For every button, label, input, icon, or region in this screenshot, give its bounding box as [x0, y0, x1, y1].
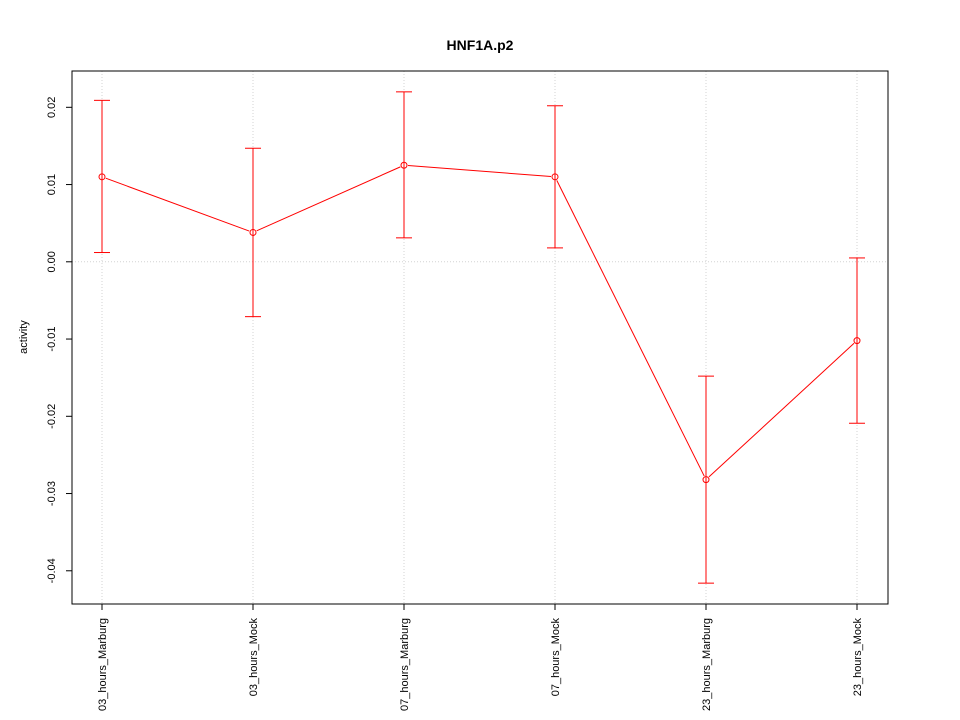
y-tick-label: -0.02 [46, 404, 58, 429]
y-tick-label: -0.03 [46, 481, 58, 506]
y-tick-label: -0.01 [46, 327, 58, 352]
x-tick-label: 07_hours_Mock [550, 618, 562, 697]
data-point [702, 476, 710, 484]
line-segment [256, 166, 401, 232]
x-tick-label: 23_hours_Mock [852, 618, 864, 697]
x-tick-label: 23_hours_Marburg [701, 618, 713, 711]
data-point [400, 161, 408, 169]
chart-title: HNF1A.p2 [447, 37, 514, 53]
line-segment [407, 165, 552, 178]
y-tick-label: -0.04 [46, 558, 58, 583]
grid [72, 71, 888, 604]
y-tick-label: 0.02 [46, 97, 58, 118]
x-tick-label: 03_hours_Mock [248, 618, 260, 697]
data-point [853, 337, 861, 345]
data-point [551, 173, 559, 181]
data-point [249, 228, 257, 236]
line-segment [105, 177, 250, 232]
error-bars [94, 91, 865, 584]
y-tick-label: 0.00 [46, 251, 58, 272]
data-point [98, 173, 106, 181]
series-line [105, 165, 855, 478]
y-axis-label: activity [18, 320, 30, 354]
x-tick-label: 07_hours_Marburg [399, 618, 411, 711]
y-axis: -0.04 -0.03 -0.02 -0.01 0.00 0.01 0.02 [46, 97, 72, 583]
plot-frame [71, 70, 889, 605]
x-tick-label: 03_hours_Marburg [97, 618, 109, 711]
data-points [98, 161, 861, 484]
line-segment [708, 342, 855, 478]
line-segment [556, 180, 705, 477]
x-axis: 03_hours_Marburg 03_hours_Mock 07_hours_Ma… [97, 604, 864, 711]
y-tick-label: 0.01 [46, 174, 58, 195]
